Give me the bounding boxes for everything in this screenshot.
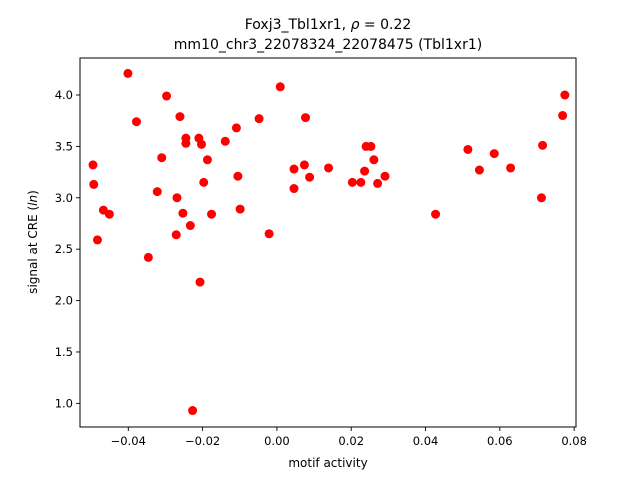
scatter-point	[506, 163, 516, 173]
scatter-point	[92, 235, 102, 245]
x-axis-ticks: −0.04 −0.02 0.00 0.02 0.04 0.06 0.08	[111, 427, 587, 448]
y-tick-label: 2.5	[55, 242, 73, 256]
scatter-point	[275, 82, 285, 92]
scatter-point	[431, 209, 441, 219]
scatter-point	[474, 165, 484, 175]
scatter-point	[463, 144, 473, 154]
y-tick-label: 1.0	[55, 396, 73, 410]
scatter-point	[560, 90, 570, 100]
scatter-point	[254, 114, 264, 124]
scatter-point	[207, 209, 217, 219]
scatter-point	[380, 171, 390, 181]
scatter-point	[369, 155, 379, 165]
scatter-point	[88, 160, 98, 170]
scatter-point	[373, 178, 383, 188]
y-axis-label-prefix: signal at CRE (	[26, 206, 40, 294]
scatter-point	[196, 139, 206, 149]
chart-title-rho-symbol: ρ	[351, 17, 360, 33]
x-tick-label: −0.02	[185, 434, 220, 448]
scatter-point	[181, 138, 191, 148]
scatter-point	[289, 184, 299, 194]
y-axis-ticks: 1.0 1.5 2.0 2.5 3.0 3.5 4.0	[55, 88, 80, 410]
scatter-point	[536, 193, 546, 203]
scatter-point	[175, 112, 185, 122]
scatter-point	[220, 136, 230, 146]
chart-title-line1: Foxj3_Tbl1xr1, ρ = 0.22	[245, 17, 412, 33]
scatter-point	[172, 193, 182, 203]
scatter-point	[264, 229, 274, 239]
scatter-point	[538, 140, 548, 150]
chart-title-line2: mm10_chr3_22078324_22078475 (Tbl1xr1)	[174, 37, 482, 53]
scatter-point	[558, 111, 568, 121]
plot-area-frame	[79, 57, 577, 428]
scatter-point	[347, 177, 357, 187]
y-tick-label: 3.5	[55, 139, 73, 153]
x-axis-label: motif activity	[288, 456, 367, 470]
y-tick-label: 3.0	[55, 191, 73, 205]
scatter-point	[489, 149, 499, 159]
x-tick-label: 0.06	[487, 434, 513, 448]
scatter-point	[171, 230, 181, 240]
scatter-point	[188, 406, 198, 416]
scatter-point	[123, 68, 133, 78]
scatter-point	[143, 252, 153, 262]
scatter-point	[231, 123, 241, 133]
scatter-point	[178, 208, 188, 218]
scatter-point	[324, 163, 334, 173]
scatter-point	[233, 171, 243, 181]
x-tick-label: −0.04	[111, 434, 146, 448]
chart-title-prefix: Foxj3_Tbl1xr1,	[245, 17, 351, 33]
x-tick-label: 0.00	[264, 434, 290, 448]
y-tick-label: 1.5	[55, 345, 73, 359]
scatter-point	[356, 177, 366, 187]
y-tick-label: 4.0	[55, 88, 73, 102]
scatter-point	[289, 164, 299, 174]
scatter-point	[89, 179, 99, 189]
scatter-point	[202, 155, 212, 165]
data-points	[88, 68, 570, 416]
y-axis-label: signal at CRE (ln)	[26, 190, 40, 294]
x-tick-label: 0.04	[413, 434, 439, 448]
scatter-point	[305, 172, 315, 182]
scatter-point	[301, 113, 311, 123]
scatter-point	[162, 91, 172, 101]
x-tick-label: 0.08	[561, 434, 587, 448]
x-tick-label: 0.02	[338, 434, 364, 448]
scatter-point	[157, 153, 167, 163]
scatter-point	[152, 187, 162, 197]
scatter-point	[104, 209, 114, 219]
y-axis-label-italic: ln	[26, 195, 40, 206]
scatter-point	[299, 160, 309, 170]
scatter-point	[195, 277, 205, 287]
scatter-point	[185, 221, 195, 231]
scatter-point	[360, 166, 370, 176]
y-axis-label-suffix: )	[26, 190, 40, 195]
chart-title-suffix: = 0.22	[359, 17, 411, 33]
scatter-point	[199, 177, 209, 187]
scatter-point	[131, 117, 141, 127]
scatter-point	[235, 204, 245, 214]
y-tick-label: 2.0	[55, 294, 73, 308]
scatter-point	[366, 141, 376, 151]
